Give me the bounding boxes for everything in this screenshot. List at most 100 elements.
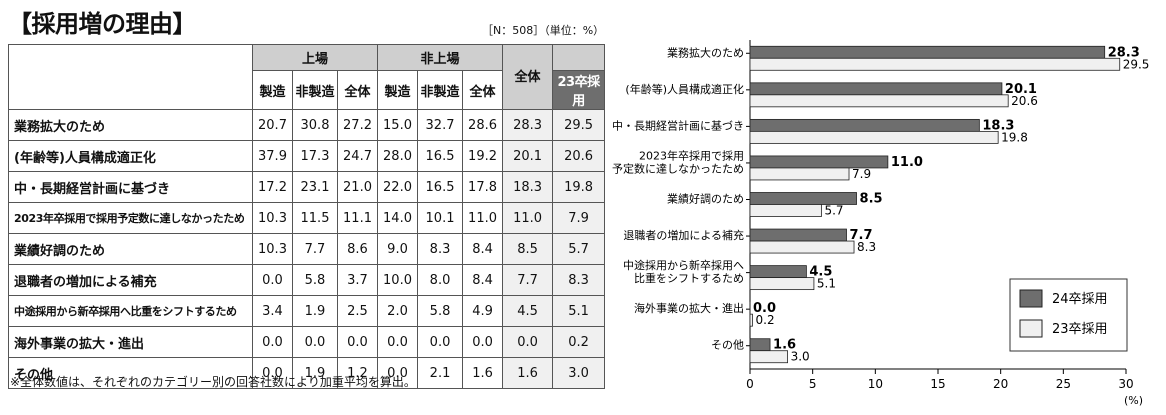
category-label-line: 退職者の増加による補充: [623, 228, 744, 242]
table-cell: 18.3: [502, 171, 554, 203]
table-cell: 0.0: [252, 264, 293, 296]
bar-24: [749, 45, 1106, 59]
category-label-line: (年齢等)人員構成適正化: [625, 82, 744, 96]
data-label: 8.5: [860, 192, 883, 207]
category-label: 中・長期経営計画に基づき: [612, 118, 744, 132]
table-cell: 27.2: [336, 109, 379, 141]
table-cell: 17.8: [462, 171, 504, 203]
bar-23: [749, 94, 1009, 108]
page-title: 【採用増の理由】: [8, 10, 197, 38]
table-cell: 19.2: [462, 140, 504, 172]
category-label: 業績好調のため: [667, 192, 744, 206]
bar-24: [749, 265, 807, 279]
table-cell: 0.0: [292, 326, 338, 358]
table-cell: 3.4: [252, 295, 293, 327]
table-row: 業務拡大のため 20.7 30.8 27.2 15.0 32.7 28.6 28.3 29.5: [8, 109, 606, 141]
table-cell: 16.5: [417, 171, 464, 203]
category-label-line: 業績好調のため: [667, 192, 744, 206]
table-cell: 1.2: [336, 357, 379, 389]
table-row: 中・長期経営計画に基づき 17.2 23.1 21.0 22.0 16.5 17.8 18.3…: [8, 171, 606, 203]
table-cell: 7.7: [292, 233, 338, 265]
table-cell: 8.4: [462, 233, 504, 265]
table-row: 海外事業の拡大・進出 0.0 0.0 0.0 0.0 0.0 0.0 0.0 0.2: [8, 326, 606, 358]
data-label: 7.9: [852, 167, 871, 181]
sub-listed-0: 製造: [252, 70, 293, 110]
table-row: 2023年卒採用で採用予定数に達しなかったため 10.3 11.5 11.1 14.0 1…: [8, 202, 606, 234]
sub-listed-2: 全体: [336, 70, 379, 110]
table-cell: 2.0: [377, 295, 419, 327]
category-label-line: 比重をシフトするため: [634, 271, 744, 285]
sub-unlisted-1: 非製造: [417, 70, 464, 110]
table-cell: 22.0: [377, 171, 419, 203]
row-label: 海外事業の拡大・進出: [8, 326, 253, 358]
data-label: 20.1: [1005, 82, 1037, 97]
table-cell: 23.1: [292, 171, 338, 203]
row-label: 中途採用から新卒採用へ比重をシフトするため: [8, 295, 253, 327]
table-cell: 14.0: [377, 202, 419, 234]
category-label-line: 業務拡大のため: [667, 45, 744, 59]
row-label: 退職者の増加による補充: [8, 264, 253, 296]
table-cell: 1.6: [462, 357, 504, 389]
bar-23: [749, 130, 999, 144]
table-cell: 4.5: [502, 295, 554, 327]
category-label: 業務拡大のため: [667, 45, 744, 59]
table-cell: 17.2: [252, 171, 293, 203]
table-cell: 29.5: [552, 109, 606, 141]
table-cell: 11.0: [462, 202, 504, 234]
header-total-label: 全体: [514, 69, 541, 85]
table-cell: 10.3: [252, 233, 293, 265]
table-cell: 17.3: [292, 140, 338, 172]
table-cell: 4.9: [462, 295, 504, 327]
x-tick-label: 0: [746, 377, 754, 391]
category-label-line: 海外事業の拡大・進出: [634, 301, 744, 315]
data-label: 29.5: [1123, 57, 1150, 71]
category-label: 退職者の増加による補充: [623, 228, 744, 242]
bar-23: [749, 204, 822, 217]
bar-23: [749, 277, 815, 291]
legend-swatch: [1019, 319, 1043, 338]
table-cell: 20.1: [502, 140, 554, 172]
data-label: 5.7: [824, 204, 843, 218]
sample-size-note: ［N：508］（単位：%）: [482, 24, 605, 37]
table-cell: 0.0: [502, 326, 554, 358]
table-cell: 1.9: [292, 295, 338, 327]
header-listed: 上場: [251, 44, 379, 71]
data-label: 28.3: [1108, 45, 1140, 60]
table-cell: 11.1: [336, 202, 379, 234]
bar-24: [749, 82, 1003, 96]
table-cell: 30.8: [292, 109, 338, 141]
table-cell: 8.5: [502, 233, 554, 265]
table-cell: 8.0: [417, 264, 464, 296]
x-tick-label: 10: [868, 377, 883, 391]
x-tick-label: 25: [1056, 377, 1071, 391]
table-cell: 8.4: [462, 264, 504, 296]
category-label: その他: [711, 339, 744, 352]
data-label: 19.8: [1001, 130, 1028, 144]
x-tick-label: 5: [809, 377, 817, 391]
table-cell: 7.9: [552, 202, 606, 234]
bar-chart-svg: 0 5 10 15 20 25 30 (%) 業務拡大のため 28.329.5 (年齢等)人員構成適…: [612, 40, 1150, 407]
sub-unlisted-0: 製造: [377, 70, 419, 110]
table-cell: 28.6: [462, 109, 504, 141]
table-row: 業績好調のため 10.3 7.7 8.6 9.0 8.3 8.4 8.5 5.7: [8, 233, 606, 265]
table-cell: 28.0: [377, 140, 419, 172]
table-cell: 2.5: [336, 295, 379, 327]
table-row: 退職者の増加による補充 0.0 5.8 3.7 10.0 8.0 8.4 7.7 8.3: [8, 264, 606, 296]
legend-label: 24卒採用: [1052, 292, 1108, 307]
table-cell: 5.8: [417, 295, 464, 327]
table-cell: 5.8: [292, 264, 338, 296]
data-label: 18.3: [982, 118, 1014, 133]
table-cell: 20.7: [252, 109, 293, 141]
bar-23: [749, 350, 788, 364]
legend-label: 23卒採用: [1052, 322, 1108, 337]
bar-23: [749, 167, 850, 181]
table-cell: 0.0: [336, 326, 379, 358]
data-label: 3.0: [791, 350, 810, 364]
category-label: 海外事業の拡大・進出: [634, 301, 744, 315]
header-unlisted: 非上場: [377, 44, 504, 71]
data-label: 11.0: [891, 155, 923, 170]
category-label-line: 2023年卒採用で採用: [639, 148, 744, 162]
sub-23-graduates: 23卒採用: [552, 70, 606, 110]
table-row: 中途採用から新卒採用へ比重をシフトするため 3.4 1.9 2.5 2.0 5.8 4.9 4…: [8, 295, 606, 327]
table-cell: 9.0: [377, 233, 419, 265]
